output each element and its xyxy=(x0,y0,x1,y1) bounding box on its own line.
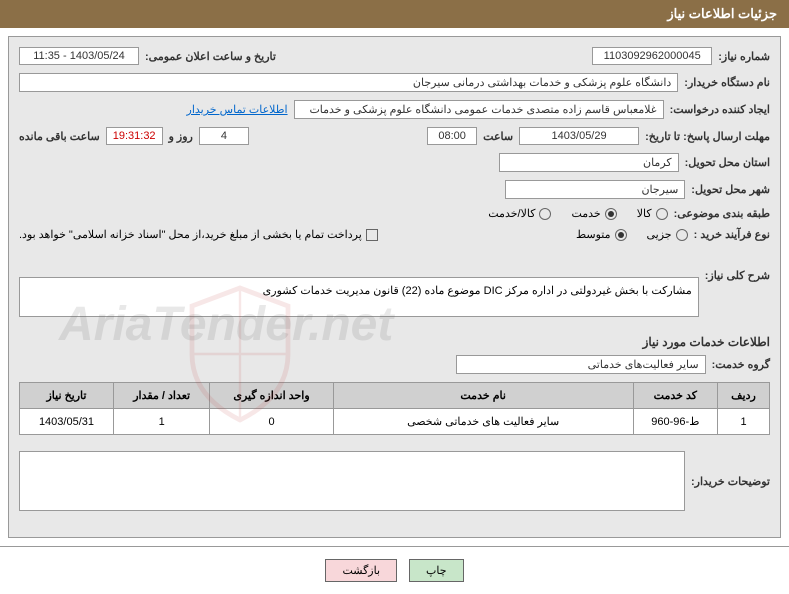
description-text: مشارکت با بخش غیردولتی در اداره مرکز DIC… xyxy=(263,285,692,297)
province-field: کرمان xyxy=(499,153,679,172)
category-goods-label: کالا xyxy=(637,207,652,220)
days-count-field: 4 xyxy=(199,127,249,145)
th-row: ردیف xyxy=(718,383,770,409)
deadline-date-field: 1403/05/29 xyxy=(519,127,639,145)
process-label: نوع فرآیند خرید : xyxy=(694,228,770,241)
buyer-org-field: دانشگاه علوم پزشکی و خدمات بهداشتی درمان… xyxy=(19,73,678,92)
th-need-date: تاریخ نیاز xyxy=(20,383,114,409)
td-need-date: 1403/05/31 xyxy=(20,409,114,435)
time-label: ساعت xyxy=(483,130,513,143)
process-minor-radio[interactable]: جزیی xyxy=(647,228,688,241)
table-row: 1 ط-96-960 سایر فعالیت های خدماتی شخصی 0… xyxy=(20,409,770,435)
announce-date-field: 1403/05/24 - 11:35 xyxy=(19,47,139,65)
td-service-code: ط-96-960 xyxy=(633,409,717,435)
th-service-name: نام خدمت xyxy=(333,383,633,409)
radio-icon xyxy=(676,229,688,241)
deadline-label: مهلت ارسال پاسخ: تا تاریخ: xyxy=(645,130,770,143)
category-goods-radio[interactable]: کالا xyxy=(637,207,668,220)
remaining-label: ساعت باقی مانده xyxy=(19,130,100,143)
description-label: شرح کلی نیاز: xyxy=(705,269,770,282)
radio-icon xyxy=(615,229,627,241)
buyer-org-label: نام دستگاه خریدار: xyxy=(684,76,770,89)
requester-label: ایجاد کننده درخواست: xyxy=(670,103,770,116)
process-medium-radio[interactable]: متوسط xyxy=(576,228,627,241)
button-row: چاپ بازگشت xyxy=(0,546,789,594)
city-label: شهر محل تحویل: xyxy=(691,183,770,196)
page-title: جزئیات اطلاعات نیاز xyxy=(667,6,777,21)
service-group-field: سایر فعالیت‌های خدماتی xyxy=(456,355,706,374)
category-service-label: خدمت xyxy=(571,207,600,220)
city-field: سیرجان xyxy=(505,180,685,199)
description-box: مشارکت با بخش غیردولتی در اداره مرکز DIC… xyxy=(19,277,699,317)
category-service-radio[interactable]: خدمت xyxy=(571,207,616,220)
radio-icon xyxy=(656,208,668,220)
back-button[interactable]: بازگشت xyxy=(325,559,397,582)
service-group-label: گروه خدمت: xyxy=(712,358,770,371)
th-unit: واحد اندازه گیری xyxy=(210,383,333,409)
buyer-contact-link[interactable]: اطلاعات تماس خریدار xyxy=(187,103,288,116)
requester-field: غلامعباس قاسم زاده متصدی خدمات عمومی دان… xyxy=(294,100,664,119)
services-info-title: اطلاعات خدمات مورد نیاز xyxy=(19,335,770,349)
need-number-field: 1103092962000045 xyxy=(592,47,712,65)
radio-icon xyxy=(605,208,617,220)
print-button[interactable]: چاپ xyxy=(409,559,464,582)
td-unit: 0 xyxy=(210,409,333,435)
payment-checkbox[interactable]: پرداخت تمام یا بخشی از مبلغ خرید،از محل … xyxy=(19,228,378,241)
countdown-field: 19:31:32 xyxy=(106,127,163,145)
deadline-time-field: 08:00 xyxy=(427,127,477,145)
td-service-name: سایر فعالیت های خدماتی شخصی xyxy=(333,409,633,435)
process-medium-label: متوسط xyxy=(576,228,611,241)
buyer-notes-box xyxy=(19,451,685,511)
payment-note-label: پرداخت تمام یا بخشی از مبلغ خرید،از محل … xyxy=(19,228,362,241)
th-quantity: تعداد / مقدار xyxy=(113,383,209,409)
services-table: ردیف کد خدمت نام خدمت واحد اندازه گیری ت… xyxy=(19,382,770,435)
buyer-notes-label: توضیحات خریدار: xyxy=(691,475,770,488)
category-both-label: کالا/خدمت xyxy=(488,207,535,220)
announce-date-label: تاریخ و ساعت اعلان عمومی: xyxy=(145,50,276,63)
td-row: 1 xyxy=(718,409,770,435)
process-minor-label: جزیی xyxy=(647,228,672,241)
province-label: استان محل تحویل: xyxy=(685,156,770,169)
td-quantity: 1 xyxy=(113,409,209,435)
days-label: روز و xyxy=(169,130,193,143)
category-label: طبقه بندی موضوعی: xyxy=(674,207,770,220)
th-service-code: کد خدمت xyxy=(633,383,717,409)
page-header: جزئیات اطلاعات نیاز xyxy=(0,0,789,28)
checkbox-icon xyxy=(366,229,378,241)
need-number-label: شماره نیاز: xyxy=(718,50,770,63)
category-both-radio[interactable]: کالا/خدمت xyxy=(488,207,551,220)
content-panel: AriaTender.net شماره نیاز: 1103092962000… xyxy=(8,36,781,538)
radio-icon xyxy=(539,208,551,220)
